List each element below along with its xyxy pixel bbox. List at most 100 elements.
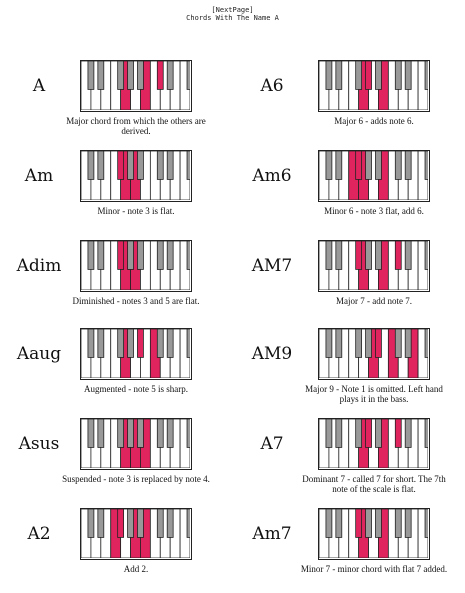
black-key-2 xyxy=(97,329,105,358)
chord-keyboard xyxy=(318,328,430,380)
black-key-6 xyxy=(156,329,164,358)
white-key-11 xyxy=(417,241,428,290)
black-key-2 xyxy=(97,241,105,270)
black-key-8 xyxy=(186,329,190,358)
black-key-5 xyxy=(375,509,382,538)
black-key-2 xyxy=(97,151,105,180)
black-key-7 xyxy=(404,241,412,270)
black-key-8 xyxy=(424,151,428,180)
chord-keyboard xyxy=(318,418,430,470)
white-key-11 xyxy=(417,509,428,558)
black-key-8 xyxy=(424,329,428,358)
black-key-7 xyxy=(166,151,174,180)
keyboard-svg xyxy=(319,509,428,558)
keyboard-svg xyxy=(81,61,190,110)
black-key-5 xyxy=(375,61,382,90)
black-key-3 xyxy=(117,61,125,90)
next-page-link[interactable]: [NextPage] xyxy=(211,6,254,14)
black-key-2 xyxy=(335,419,343,448)
black-key-4 xyxy=(365,241,372,270)
chord-name: AM9 xyxy=(251,344,293,364)
chord-keyboard xyxy=(318,150,430,202)
chord-keyboard xyxy=(318,240,430,292)
black-key-4 xyxy=(127,329,134,358)
chord-keyboard xyxy=(80,240,192,292)
black-key-5 xyxy=(137,241,144,270)
black-key-5 xyxy=(375,151,382,180)
black-key-6 xyxy=(394,241,402,270)
black-key-7 xyxy=(404,61,412,90)
chord-description: Major 9 - Note 1 is omitted. Left hand p… xyxy=(305,384,443,404)
chord-keyboard xyxy=(318,60,430,112)
chord-keyboard xyxy=(318,508,430,560)
black-key-7 xyxy=(404,509,412,538)
keyboard-svg xyxy=(81,419,190,468)
black-key-8 xyxy=(186,419,190,448)
black-key-4 xyxy=(365,61,372,90)
black-key-1 xyxy=(87,419,95,448)
chord-name: A6 xyxy=(260,76,284,96)
keyboard-svg xyxy=(81,329,190,378)
black-key-1 xyxy=(325,151,333,180)
chord-description: Minor - note 3 is flat. xyxy=(97,206,175,216)
white-key-11 xyxy=(417,329,428,378)
black-key-1 xyxy=(87,61,95,90)
black-key-1 xyxy=(87,151,95,180)
chord-description: Augmented - note 5 is sharp. xyxy=(84,384,188,394)
black-key-8 xyxy=(186,61,190,90)
black-key-7 xyxy=(166,509,174,538)
black-key-1 xyxy=(87,241,95,270)
black-key-7 xyxy=(166,329,174,358)
page-header: [NextPage] Chords With The Name A xyxy=(0,6,465,22)
chord-description: Suspended - note 3 is replaced by note 4… xyxy=(62,474,210,484)
keyboard-svg xyxy=(319,61,428,110)
black-key-2 xyxy=(335,509,343,538)
black-key-3 xyxy=(355,61,363,90)
chord-keyboard xyxy=(80,60,192,112)
keyboard-svg xyxy=(319,151,428,200)
white-key-11 xyxy=(179,329,190,378)
chord-keyboard xyxy=(80,150,192,202)
black-key-1 xyxy=(325,419,333,448)
keyboard-svg xyxy=(319,419,428,468)
black-key-5 xyxy=(375,419,382,448)
black-key-3 xyxy=(117,151,125,180)
black-key-8 xyxy=(186,241,190,270)
black-key-4 xyxy=(127,61,134,90)
chord-name: A xyxy=(32,76,46,96)
black-key-1 xyxy=(87,329,95,358)
black-key-3 xyxy=(117,241,125,270)
keyboard-svg xyxy=(319,329,428,378)
black-key-8 xyxy=(424,61,428,90)
keyboard-svg xyxy=(81,151,190,200)
chord-name: Am6 xyxy=(252,166,292,186)
chord-description: Diminished - notes 3 and 5 are flat. xyxy=(72,296,200,306)
white-key-11 xyxy=(179,241,190,290)
black-key-4 xyxy=(365,151,372,180)
black-key-3 xyxy=(355,151,363,180)
black-key-6 xyxy=(156,151,164,180)
black-key-5 xyxy=(137,419,144,448)
black-key-1 xyxy=(325,241,333,270)
chord-name: Adim xyxy=(16,256,62,276)
chord-name: Aaug xyxy=(16,344,62,364)
black-key-7 xyxy=(166,61,174,90)
black-key-6 xyxy=(394,61,402,90)
white-key-11 xyxy=(179,61,190,110)
chord-name: Asus xyxy=(18,434,60,454)
chord-name: AM7 xyxy=(251,256,293,276)
black-key-6 xyxy=(156,241,164,270)
black-key-7 xyxy=(404,419,412,448)
black-key-3 xyxy=(355,509,363,538)
black-key-3 xyxy=(355,329,363,358)
black-key-6 xyxy=(394,419,402,448)
chord-description: Minor 6 - note 3 flat, add 6. xyxy=(324,206,424,216)
keyboard-svg xyxy=(319,241,428,290)
black-key-7 xyxy=(404,329,412,358)
page-title: Chords With The Name A xyxy=(186,14,279,22)
chord-keyboard xyxy=(80,328,192,380)
black-key-5 xyxy=(137,329,144,358)
black-key-2 xyxy=(335,151,343,180)
chord-description: Minor 7 - minor chord with flat 7 added. xyxy=(300,564,448,574)
chord-keyboard xyxy=(80,418,192,470)
